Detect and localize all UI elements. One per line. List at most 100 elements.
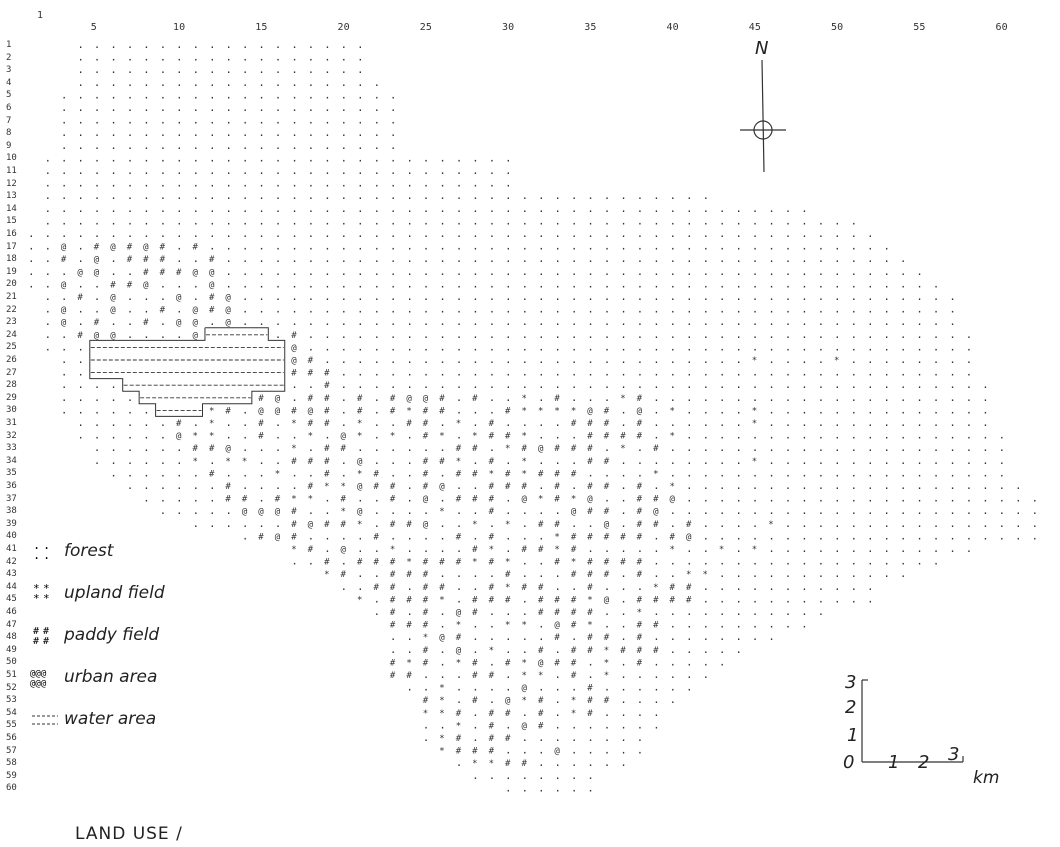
forest-cell: . bbox=[456, 693, 463, 706]
forest-cell: . bbox=[801, 202, 808, 215]
land-use-cell: # bbox=[308, 482, 314, 492]
forest-cell: . bbox=[653, 555, 660, 568]
land-use-cell: # bbox=[637, 558, 643, 568]
forest-cell: . bbox=[670, 567, 677, 580]
forest-cell: . bbox=[571, 479, 578, 492]
forest-cell: . bbox=[308, 101, 315, 114]
land-use-cell: # bbox=[406, 671, 412, 681]
forest-cell: . bbox=[44, 290, 51, 303]
land-use-cell: * bbox=[571, 406, 576, 416]
forest-cell: . bbox=[110, 126, 117, 139]
forest-cell: . bbox=[160, 151, 167, 164]
land-use-cell: # bbox=[554, 469, 560, 479]
land-use-cell: # bbox=[390, 595, 396, 605]
row-label: 57 bbox=[6, 745, 17, 756]
forest-cell: . bbox=[61, 189, 68, 202]
forest-cell: . bbox=[406, 630, 413, 643]
land-use-cell: # bbox=[110, 280, 116, 290]
land-use-cell: * bbox=[275, 469, 280, 479]
forest-cell: . bbox=[982, 454, 989, 467]
forest-cell: . bbox=[176, 139, 183, 152]
land-use-cell: # bbox=[571, 595, 577, 605]
forest-cell: . bbox=[752, 555, 759, 568]
forest-cell: . bbox=[768, 618, 775, 631]
forest-cell: . bbox=[341, 214, 348, 227]
land-use-cell: # bbox=[538, 696, 544, 706]
forest-cell: . bbox=[752, 366, 759, 379]
land-use-cell: * bbox=[456, 721, 461, 731]
forest-cell: . bbox=[867, 492, 874, 505]
forest-cell: . bbox=[702, 214, 709, 227]
forest-cell: . bbox=[143, 416, 150, 429]
land-use-cell: # bbox=[686, 583, 692, 593]
forest-cell: . bbox=[686, 189, 693, 202]
forest-cell: . bbox=[406, 151, 413, 164]
land-use-cell: # bbox=[423, 469, 429, 479]
forest-cell: . bbox=[620, 718, 627, 731]
forest-cell: . bbox=[785, 303, 792, 316]
forest-cell: . bbox=[538, 618, 545, 631]
forest-cell: . bbox=[77, 189, 84, 202]
forest-cell: . bbox=[900, 529, 907, 542]
forest-cell: . bbox=[522, 202, 529, 215]
land-use-cell: @ bbox=[193, 268, 199, 278]
land-use-cell: * bbox=[834, 356, 839, 366]
forest-cell: . bbox=[160, 277, 167, 290]
water-area-outline bbox=[89, 327, 286, 417]
row-label: 23 bbox=[6, 317, 17, 328]
forest-cell: . bbox=[275, 38, 282, 51]
land-use-cell: # bbox=[308, 545, 314, 555]
forest-cell: . bbox=[456, 580, 463, 593]
row-label: 21 bbox=[6, 292, 17, 302]
forest-cell: . bbox=[209, 76, 216, 89]
forest-cell: . bbox=[160, 504, 167, 517]
forest-cell: . bbox=[702, 479, 709, 492]
forest-cell: . bbox=[916, 328, 923, 341]
forest-cell: . bbox=[900, 416, 907, 429]
forest-cell: . bbox=[554, 731, 561, 744]
land-use-cell: # bbox=[571, 469, 577, 479]
forest-cell: . bbox=[489, 353, 496, 366]
forest-cell: . bbox=[686, 618, 693, 631]
land-use-cell: * bbox=[341, 482, 346, 492]
forest-cell: . bbox=[176, 466, 183, 479]
forest-cell: . bbox=[916, 340, 923, 353]
forest-cell: . bbox=[801, 366, 808, 379]
forest-cell: . bbox=[94, 177, 101, 190]
forest-cell: . bbox=[439, 340, 446, 353]
forest-cell: . bbox=[489, 517, 496, 530]
forest-cell: . bbox=[966, 353, 973, 366]
forest-cell: . bbox=[916, 529, 923, 542]
forest-cell: . bbox=[406, 504, 413, 517]
forest-cell: . bbox=[538, 555, 545, 568]
forest-cell: . bbox=[308, 126, 315, 139]
forest-cell: . bbox=[308, 214, 315, 227]
forest-cell: . bbox=[406, 643, 413, 656]
forest-cell: . bbox=[1015, 479, 1022, 492]
land-use-cell: * bbox=[554, 406, 559, 416]
forest-cell: . bbox=[423, 290, 430, 303]
forest-cell: . bbox=[341, 366, 348, 379]
forest-cell: . bbox=[324, 240, 331, 253]
forest-cell: . bbox=[752, 277, 759, 290]
forest-cell: . bbox=[900, 567, 907, 580]
row-label: 52 bbox=[6, 682, 17, 693]
forest-cell: . bbox=[587, 202, 594, 215]
forest-cell: . bbox=[225, 240, 232, 253]
forest-cell: . bbox=[768, 555, 775, 568]
forest-cell: . bbox=[176, 177, 183, 190]
forest-cell: . bbox=[44, 265, 51, 278]
forest-cell: . bbox=[620, 630, 627, 643]
forest-cell: . bbox=[933, 340, 940, 353]
forest-cell: . bbox=[275, 126, 282, 139]
forest-cell: . bbox=[308, 88, 315, 101]
forest-cell: . bbox=[538, 744, 545, 757]
forest-cell: . bbox=[291, 126, 298, 139]
forest-cell: . bbox=[456, 592, 463, 605]
land-use-cell: * bbox=[604, 671, 609, 681]
forest-cell: . bbox=[242, 164, 249, 177]
forest-cell: . bbox=[966, 378, 973, 391]
forest-cell: . bbox=[127, 177, 134, 190]
forest-cell: . bbox=[735, 492, 742, 505]
forest-cell: . bbox=[209, 454, 216, 467]
